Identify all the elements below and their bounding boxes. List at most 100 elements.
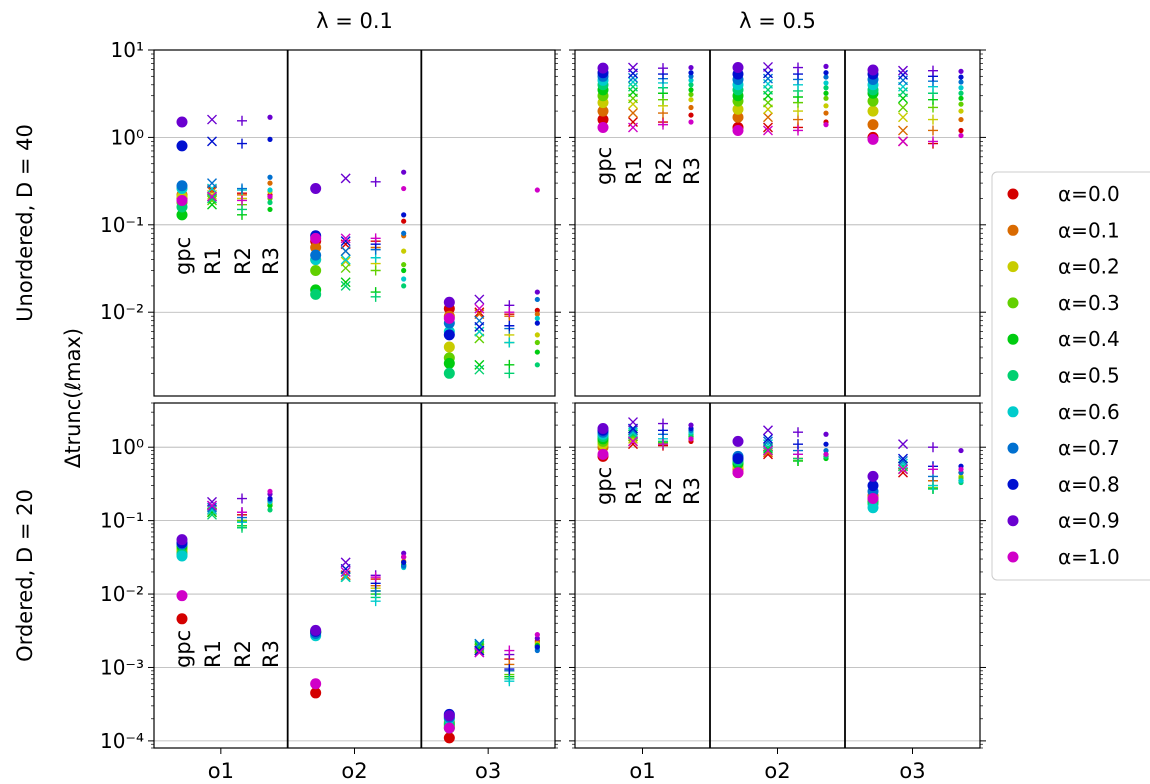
point-R1-alpha-0.4	[340, 277, 351, 288]
point-R3-alpha-0.8	[958, 74, 964, 80]
point-R1-alpha-0.2	[898, 112, 908, 123]
point-R2-alpha-0.5	[504, 368, 515, 379]
point-R1-alpha-0.1	[898, 125, 908, 136]
point-R3-alpha-0.3	[823, 95, 829, 101]
legend-marker-alpha-0.1	[1007, 224, 1019, 236]
method-label-R1: R1	[622, 477, 646, 505]
point-R3-alpha-0.5	[267, 199, 273, 206]
point-R3-alpha-0.8	[688, 70, 694, 76]
point-R3-alpha-0.8	[267, 495, 273, 502]
point-gpc-alpha-0.1	[867, 119, 879, 131]
point-R3-alpha-0.9	[534, 289, 540, 295]
point-gpc-alpha-0.0	[176, 613, 188, 625]
point-R3-alpha-0.9	[688, 422, 694, 428]
point-gpc-alpha-1.0	[176, 194, 188, 206]
panel-frame	[153, 49, 556, 397]
legend-label: α=0.2	[1058, 255, 1120, 279]
point-R1-alpha-0.9	[628, 417, 638, 428]
point-R1-alpha-0.5	[340, 280, 351, 291]
legend-marker-alpha-0.0	[1007, 188, 1019, 200]
category-o3-markers	[443, 187, 540, 379]
legend-label: α=0.5	[1058, 364, 1120, 388]
legend-frame	[991, 171, 1150, 581]
point-R1-alpha-0.7	[628, 72, 638, 83]
point-R1-alpha-1.0	[898, 464, 908, 475]
y-tick-label: 10⁻³	[100, 655, 144, 679]
category-o3-markers	[443, 632, 540, 744]
point-gpc-alpha-0.9	[732, 62, 744, 74]
point-R3-alpha-1.0	[823, 451, 829, 457]
point-R3-alpha-1.0	[401, 185, 407, 192]
point-R3-alpha-0.7	[823, 447, 829, 454]
point-R1-alpha-0.8	[763, 433, 773, 444]
point-R3-alpha-0.4	[267, 206, 273, 213]
y-tick-label: 10⁻¹	[100, 509, 144, 533]
category-o2-markers	[732, 61, 829, 136]
point-R2-alpha-0.8	[793, 439, 803, 450]
point-gpc-alpha-1.0	[310, 678, 322, 690]
point-R3-alpha-0.9	[958, 68, 964, 74]
point-R1-alpha-0.9	[340, 557, 351, 568]
point-R2-alpha-1.0	[370, 233, 381, 244]
point-gpc-alpha-0.9	[310, 183, 322, 195]
point-gpc-alpha-1.0	[732, 467, 744, 479]
point-R3-alpha-1.0	[823, 122, 829, 128]
point-R3-alpha-0.9	[534, 635, 540, 641]
row-label: Unordered, D = 40	[13, 124, 37, 322]
point-gpc-alpha-1.0	[867, 133, 879, 145]
point-R3-alpha-0.4	[401, 267, 407, 274]
method-label-gpc: gpc	[171, 237, 195, 275]
method-label-gpc: gpc	[592, 467, 616, 505]
legend-label: α=0.7	[1058, 436, 1120, 460]
point-R2-alpha-1.0	[928, 464, 938, 475]
point-R2-alpha-0.4	[504, 359, 515, 370]
point-R3-alpha-0.6	[958, 478, 964, 484]
point-R2-alpha-0.9	[658, 418, 668, 429]
point-R2-alpha-0.7	[237, 183, 247, 194]
point-gpc-alpha-0.1	[310, 242, 322, 254]
legend-label: α=1.0	[1058, 545, 1120, 569]
legend-label: α=0.3	[1058, 291, 1120, 315]
point-R2-alpha-0.8	[504, 320, 515, 331]
legend-marker-alpha-0.3	[1007, 297, 1019, 309]
point-R3-alpha-0.9	[823, 431, 829, 437]
point-gpc-alpha-0.9	[597, 422, 609, 434]
point-R3-alpha-0.7	[401, 563, 407, 569]
point-R1-alpha-0.9	[474, 294, 485, 305]
y-tick-label: 10⁻²	[100, 582, 144, 606]
point-R1-alpha-1.0	[340, 233, 351, 244]
point-gpc-alpha-0.1	[597, 105, 609, 117]
point-R2-alpha-0.9	[237, 493, 247, 504]
point-R1-alpha-0.9	[898, 65, 908, 76]
legend-marker-alpha-0.5	[1007, 370, 1019, 381]
legend-label: α=0.9	[1058, 509, 1120, 533]
legend: α=0.0 α=0.1 α=0.2 α=0.3 α=0.4 α=0.5 α=0.6 α=0.7…	[991, 171, 1150, 581]
point-gpc-alpha-0.3	[867, 95, 879, 107]
x-tick-label-o3: o3	[899, 759, 925, 783]
point-R2-alpha-1.0	[928, 136, 938, 147]
point-R3-alpha-0.8	[401, 212, 407, 218]
point-R1-alpha-0.9	[207, 114, 217, 125]
point-R2-alpha-1.0	[504, 645, 515, 656]
point-R2-alpha-1.0	[504, 307, 515, 318]
point-R1-alpha-0.6	[340, 572, 351, 583]
point-R3-alpha-0.2	[688, 97, 694, 103]
point-R3-alpha-0.6	[267, 187, 273, 193]
y-tick-label: 10⁰	[111, 435, 144, 459]
category-o2-markers	[310, 169, 407, 302]
point-R2-alpha-1.0	[658, 119, 668, 130]
point-R3-alpha-0.3	[958, 101, 964, 107]
point-R3-alpha-0.7	[823, 74, 829, 80]
point-R3-alpha-0.5	[688, 82, 694, 88]
category-o1-markers	[597, 62, 694, 133]
method-label-R2: R2	[231, 247, 255, 275]
point-R3-alpha-0.7	[688, 73, 694, 79]
point-R3-alpha-0.5	[401, 283, 407, 289]
point-R3-alpha-1.0	[958, 132, 964, 139]
point-R3-alpha-0.0	[401, 218, 407, 224]
point-R3-alpha-0.3	[688, 91, 694, 98]
point-gpc-alpha-1.0	[597, 448, 609, 460]
point-R1-alpha-0.6	[628, 77, 638, 88]
point-gpc-alpha-0.8	[443, 329, 455, 341]
point-R1-alpha-0.7	[628, 425, 638, 436]
